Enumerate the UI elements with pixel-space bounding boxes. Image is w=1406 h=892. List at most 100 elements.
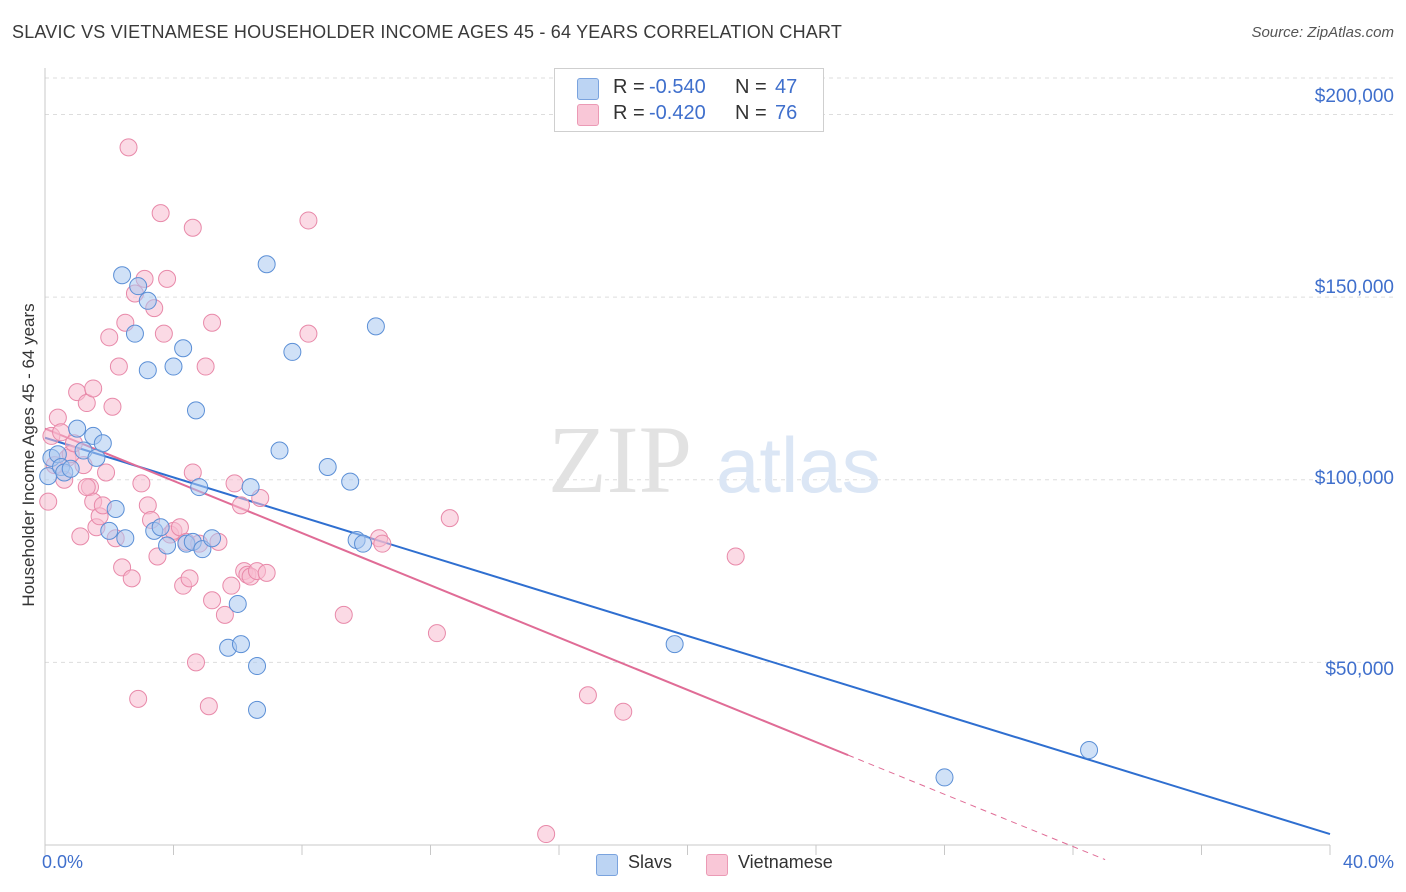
slavs-point xyxy=(248,700,267,719)
bottom-legend-swatch-vietnamese xyxy=(706,854,728,876)
slavs-point xyxy=(93,434,112,453)
slavs-point xyxy=(125,324,144,343)
chart-title: SLAVIC VS VIETNAMESE HOUSEHOLDER INCOME … xyxy=(12,22,843,42)
vietnamese-point xyxy=(257,563,276,582)
slavs-point xyxy=(116,529,135,548)
vietnamese-point xyxy=(299,211,318,230)
vietnamese-point xyxy=(151,204,170,223)
slavs-point xyxy=(129,277,148,296)
vietnamese-point xyxy=(186,653,205,672)
slavs-point xyxy=(241,478,260,497)
vietnamese-point xyxy=(129,689,148,708)
legend-r-label-slavs: R = xyxy=(613,76,645,98)
vietnamese-point xyxy=(373,534,392,553)
legend-n-label-slavs: N = xyxy=(735,76,767,98)
vietnamese-point xyxy=(334,605,353,624)
x-tick-min: 0.0% xyxy=(42,852,84,872)
vietnamese-point xyxy=(84,379,103,398)
correlation-legend: R = -0.540 N = 47 R = -0.420 N = 76 xyxy=(554,68,824,132)
vietnamese-point xyxy=(71,527,90,546)
vietnamese-point xyxy=(726,547,745,566)
vietnamese-point xyxy=(122,569,141,588)
legend-swatch-vietnamese xyxy=(577,104,599,126)
vietnamese-point xyxy=(231,496,250,515)
vietnamese-point xyxy=(138,496,157,515)
legend-r-value-slavs: -0.540 xyxy=(649,76,706,98)
vietnamese-point xyxy=(103,397,122,416)
slavs-point xyxy=(164,357,183,376)
legend-n-value-vietnamese: 76 xyxy=(775,102,798,124)
slavs-point xyxy=(257,255,276,274)
vietnamese-point xyxy=(440,509,459,528)
slavs-point xyxy=(231,635,250,654)
vietnamese-point xyxy=(203,313,222,332)
vietnamese-point xyxy=(97,463,116,482)
vietnamese-point xyxy=(299,324,318,343)
slavs-point xyxy=(61,459,80,478)
legend-n-label-vietnamese: N = xyxy=(735,102,767,124)
y-axis-label: Householder Income Ages 45 - 64 years xyxy=(19,303,38,607)
slavs-point xyxy=(228,594,247,613)
slavs-point xyxy=(158,536,177,555)
slavs-points xyxy=(39,255,1099,787)
slavs-point xyxy=(366,317,385,336)
slavs-point xyxy=(186,401,205,420)
watermark-zip: ZIP xyxy=(548,406,692,513)
slavs-point xyxy=(1080,741,1099,760)
vietnamese-point xyxy=(614,702,633,721)
y-tick-200000: $200,000 xyxy=(1314,86,1394,107)
vietnamese-point xyxy=(537,825,556,844)
vietnamese-point xyxy=(48,408,67,427)
vietnamese-point xyxy=(183,218,202,237)
legend-n-value-slavs: 47 xyxy=(775,76,798,98)
vietnamese-point xyxy=(158,269,177,288)
bottom-legend-vietnamese: Vietnamese xyxy=(738,852,833,872)
vietnamese-point xyxy=(154,324,173,343)
slavs-point xyxy=(174,339,193,358)
vietnamese-point xyxy=(180,569,199,588)
slavs-point xyxy=(935,768,954,787)
y-tick-150000: $150,000 xyxy=(1314,277,1394,298)
vietnamese-point xyxy=(132,474,151,493)
source-label: Source: ZipAtlas.com xyxy=(1251,24,1394,41)
slavs-point xyxy=(341,472,360,491)
vietnamese-point xyxy=(100,328,119,347)
slavs-point xyxy=(270,441,289,460)
vietnamese-point xyxy=(196,357,215,376)
legend-r-value-vietnamese: -0.420 xyxy=(649,102,706,124)
slavs-point xyxy=(665,635,684,654)
slavs-point xyxy=(318,457,337,476)
watermark: ZIP atlas xyxy=(548,406,881,513)
y-tick-100000: $100,000 xyxy=(1314,468,1394,489)
trend-line-vietnamese xyxy=(44,427,849,757)
vietnamese-point xyxy=(203,591,222,610)
y-tick-50000: $50,000 xyxy=(1325,659,1394,680)
slavs-point xyxy=(106,499,125,518)
vietnamese-points xyxy=(39,138,745,844)
slavs-point xyxy=(190,478,209,497)
legend-r-label-vietnamese: R = xyxy=(613,102,645,124)
slavs-point xyxy=(248,657,267,676)
slavs-point xyxy=(151,518,170,537)
slavs-point xyxy=(100,521,119,540)
bottom-legend-slavs: Slavs xyxy=(628,852,673,872)
watermark-atlas: atlas xyxy=(716,421,881,509)
vietnamese-point xyxy=(215,605,234,624)
slavs-point xyxy=(138,361,157,380)
vietnamese-point xyxy=(39,492,58,511)
slavs-point xyxy=(354,534,373,553)
vietnamese-point xyxy=(119,138,138,157)
vietnamese-point xyxy=(427,624,446,643)
slavs-point xyxy=(68,419,87,438)
slavs-point xyxy=(113,266,132,285)
legend-swatch-slavs xyxy=(577,78,599,100)
vietnamese-point xyxy=(222,576,241,595)
slavs-point xyxy=(283,342,302,361)
vietnamese-point xyxy=(578,686,597,705)
bottom-legend-swatch-slavs xyxy=(596,854,618,876)
slavs-point xyxy=(203,529,222,548)
vietnamese-point xyxy=(109,357,128,376)
trend-line-vietnamese-extension xyxy=(847,754,1106,861)
vietnamese-point xyxy=(225,474,244,493)
